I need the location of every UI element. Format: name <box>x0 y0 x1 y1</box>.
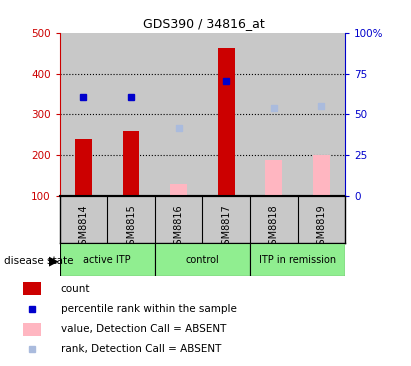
Text: count: count <box>60 284 90 294</box>
Bar <box>313 155 330 196</box>
Text: rank, Detection Call = ABSENT: rank, Detection Call = ABSENT <box>60 344 221 354</box>
Bar <box>218 48 235 196</box>
Bar <box>60 243 155 276</box>
Text: ITP in remission: ITP in remission <box>259 255 336 265</box>
Bar <box>155 243 250 276</box>
Bar <box>250 243 345 276</box>
Text: GSM8819: GSM8819 <box>316 204 326 251</box>
Text: GDS390 / 34816_at: GDS390 / 34816_at <box>143 17 264 30</box>
Text: GSM8817: GSM8817 <box>221 204 231 251</box>
Bar <box>23 282 42 295</box>
Text: GSM8818: GSM8818 <box>269 204 279 251</box>
Text: GSM8816: GSM8816 <box>173 204 184 251</box>
Text: GSM8814: GSM8814 <box>79 204 88 251</box>
Text: GSM8815: GSM8815 <box>126 204 136 251</box>
Bar <box>266 160 282 196</box>
Text: active ITP: active ITP <box>83 255 131 265</box>
Bar <box>170 184 187 196</box>
Bar <box>23 322 42 336</box>
Text: value, Detection Call = ABSENT: value, Detection Call = ABSENT <box>60 324 226 334</box>
Text: ▶: ▶ <box>48 254 58 267</box>
Bar <box>75 139 92 196</box>
Text: disease state: disease state <box>4 255 74 266</box>
Text: control: control <box>185 255 219 265</box>
Bar <box>122 131 139 196</box>
Text: percentile rank within the sample: percentile rank within the sample <box>60 304 236 314</box>
